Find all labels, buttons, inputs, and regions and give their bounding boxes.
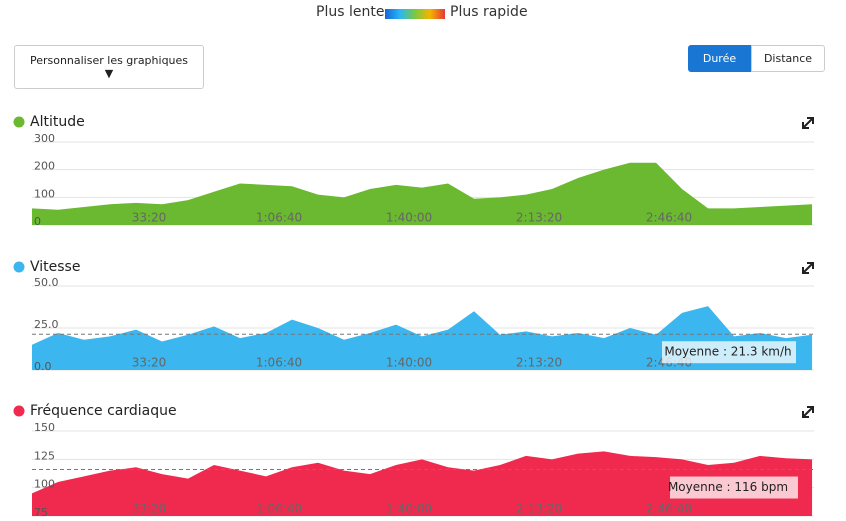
area bbox=[32, 451, 813, 516]
average-box bbox=[670, 476, 798, 499]
average-label: Moyenne : 21.3 km/h bbox=[664, 345, 791, 359]
y-tick-label: 100 bbox=[34, 187, 55, 200]
customize-text: Personnaliser les graphiques bbox=[29, 54, 189, 67]
legend-dot bbox=[13, 405, 25, 417]
average-box bbox=[662, 341, 796, 364]
toggle-duration[interactable]: Durée bbox=[688, 45, 751, 72]
slow-label: Plus lente bbox=[316, 4, 385, 20]
x-tick-label: 2:13:20 bbox=[516, 211, 562, 225]
y-tick-label: 100 bbox=[34, 478, 55, 491]
y-tick-label: 150 bbox=[34, 421, 55, 434]
x-tick-label: 2:46:40 bbox=[646, 502, 692, 516]
y-tick-label: 125 bbox=[34, 449, 55, 462]
fast-label: Plus rapide bbox=[450, 4, 528, 20]
x-tick-label: 33:20 bbox=[132, 356, 167, 370]
speed-gradient bbox=[385, 9, 445, 19]
toggle-distance[interactable]: Distance bbox=[751, 45, 825, 72]
customize-button[interactable]: Personnaliser les graphiques ▼ bbox=[14, 45, 204, 89]
x-tick-label: 33:20 bbox=[132, 502, 167, 516]
x-tick-label: 2:13:20 bbox=[516, 502, 562, 516]
chart-title: Vitesse bbox=[30, 259, 80, 275]
chart-title: Altitude bbox=[30, 114, 85, 130]
expand-icon bbox=[802, 262, 814, 274]
legend-dot bbox=[13, 116, 25, 128]
y-tick-label: 75 bbox=[34, 506, 48, 519]
x-tick-label: 2:13:20 bbox=[516, 356, 562, 370]
y-tick-label: 50.0 bbox=[34, 276, 59, 289]
x-tick-label: 33:20 bbox=[132, 211, 167, 225]
x-tick-label: 1:40:00 bbox=[386, 211, 432, 225]
chart-title: Fréquence cardiaque bbox=[30, 403, 177, 419]
y-tick-label: 25.0 bbox=[34, 318, 59, 331]
x-tick-label: 2:46:40 bbox=[646, 356, 692, 370]
y-tick-label: 0 bbox=[34, 215, 41, 228]
x-tick-label: 1:06:40 bbox=[256, 211, 302, 225]
x-tick-label: 1:06:40 bbox=[256, 502, 302, 516]
expand-icon bbox=[802, 117, 814, 129]
average-label: Moyenne : 116 bpm bbox=[668, 480, 788, 494]
x-tick-label: 1:40:00 bbox=[386, 356, 432, 370]
y-tick-label: 0.0 bbox=[34, 360, 52, 373]
x-tick-label: 1:06:40 bbox=[256, 356, 302, 370]
x-tick-label: 2:46:40 bbox=[646, 211, 692, 225]
x-tick-label: 1:40:00 bbox=[386, 502, 432, 516]
y-tick-label: 300 bbox=[34, 132, 55, 145]
legend-dot bbox=[13, 261, 25, 273]
area bbox=[32, 162, 813, 225]
area bbox=[32, 306, 813, 370]
y-tick-label: 200 bbox=[34, 160, 55, 173]
dropdown-arrow: ▼ bbox=[104, 67, 114, 80]
expand-icon bbox=[802, 406, 814, 418]
